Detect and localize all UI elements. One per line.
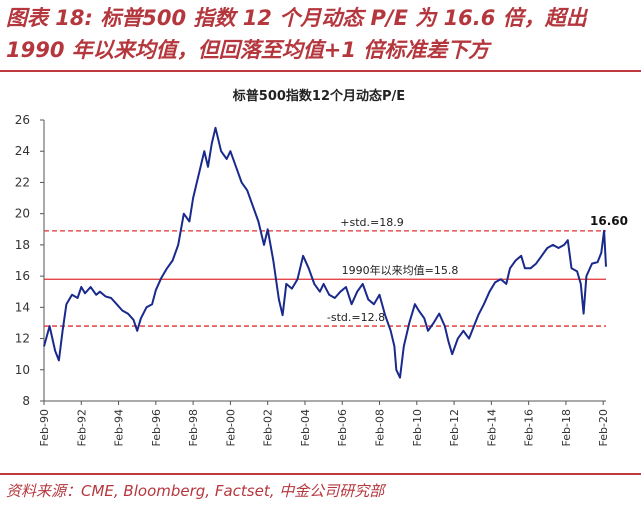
x-tick-label: Feb-94 (113, 409, 126, 446)
x-tick-label: Feb-02 (262, 409, 275, 446)
reference-label: -std.=12.8 (327, 311, 385, 324)
x-tick-label: Feb-18 (560, 409, 573, 446)
reference-lines: +std.=18.9 1990年以来均值=15.8 -std.=12.8 (44, 216, 606, 327)
x-tick-label: Feb-08 (374, 409, 387, 446)
reference-label: 1990年以来均值=15.8 (342, 263, 459, 277)
end-value-label: 16.60 (590, 214, 628, 228)
x-tick-label: Feb-04 (299, 409, 312, 446)
x-tick-label: Feb-92 (75, 409, 88, 446)
figure-title-line1: 图表 18: 标普500 指数 12 个月动态 P/E 为 16.6 倍，超出 (6, 6, 587, 30)
figure-title-line2: 1990 年以来均值，但回落至均值+1 倍标准差下方 (6, 38, 490, 62)
y-tick-label: 22 (15, 175, 30, 189)
top-rule (0, 70, 641, 72)
y-tick-label: 10 (15, 363, 30, 377)
figure-title: 图表 18: 标普500 指数 12 个月动态 P/E 为 16.6 倍，超出 … (6, 2, 636, 66)
x-tick-label: Feb-12 (448, 409, 461, 446)
y-tick-label: 26 (15, 113, 30, 127)
x-tick-label: Feb-96 (150, 409, 163, 446)
y-tick-label: 24 (15, 144, 30, 158)
x-tick-label: Feb-20 (597, 409, 610, 446)
y-tick-label: 18 (15, 238, 30, 252)
x-tick-label: Feb-90 (38, 409, 51, 446)
reference-label: +std.=18.9 (340, 216, 403, 229)
y-tick-label: 12 (15, 332, 30, 346)
chart-title: 标普500指数12个月动态P/E (232, 88, 405, 104)
y-tick-label: 14 (15, 300, 30, 314)
y-tick-label: 8 (22, 394, 30, 408)
y-tick-label: 16 (15, 269, 30, 283)
x-tick-label: Feb-10 (411, 409, 424, 446)
pe-chart: 标普500指数12个月动态P/E 8 10 12 14 16 18 20 22 24 26 Feb-… (15, 88, 628, 446)
x-tick-label: Feb-00 (224, 409, 237, 446)
annotations: 16.60 (590, 214, 628, 228)
x-tick-label: Feb-98 (187, 409, 200, 446)
chart-axes: 8 10 12 14 16 18 20 22 24 26 Feb-90 Feb-92 Feb-94 Feb… (15, 113, 610, 446)
x-tick-label: Feb-06 (336, 409, 349, 446)
pe-series-line (43, 126, 607, 379)
y-tick-label: 20 (15, 207, 30, 221)
series-group (43, 126, 607, 379)
bottom-rule (0, 473, 641, 475)
source-note: 资料来源：CME, Bloomberg, Factset, 中金公司研究部 (6, 482, 385, 500)
x-tick-label: Feb-14 (485, 409, 498, 446)
x-tick-label: Feb-16 (523, 409, 536, 446)
